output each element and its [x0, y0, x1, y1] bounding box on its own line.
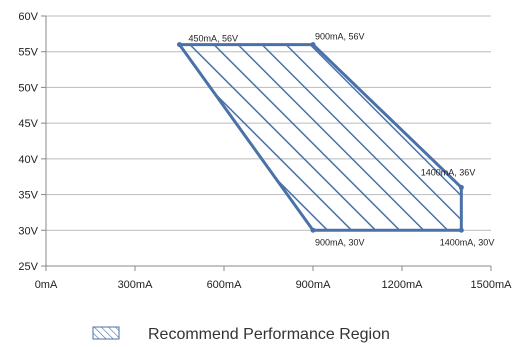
region-vertex [310, 227, 316, 233]
legend-swatch [92, 326, 120, 340]
x-tick-label: 1500mA [471, 279, 513, 291]
legend: Recommend Performance Region [92, 326, 390, 343]
annotation-label: 1400mA, 30V [440, 237, 495, 247]
region-polygon [178, 43, 463, 232]
y-tick-label: 60V [18, 11, 38, 23]
x-tick-label: 600mA [207, 279, 243, 291]
y-tick-label: 45V [18, 118, 38, 130]
annotation-label: 1400mA, 36V [421, 167, 476, 177]
y-tick-label: 25V [18, 261, 38, 273]
y-tick-label: 40V [18, 154, 38, 166]
y-tick-label: 30V [18, 225, 38, 237]
region-vertex [458, 184, 464, 190]
y-tick-label: 55V [18, 47, 38, 59]
annotation-label: 900mA, 30V [315, 237, 365, 247]
annotations: 450mA, 56V 900mA, 56V 1400mA, 36V 900mA, 30… [189, 32, 495, 248]
x-axis-ticks: 0mA 300mA 600mA 900mA 1200mA 1500mA [35, 279, 512, 291]
x-tick-label: 0mA [35, 279, 58, 291]
x-tick-label: 1200mA [382, 279, 424, 291]
y-tick-label: 50V [18, 82, 38, 94]
x-tick-label: 900mA [296, 279, 332, 291]
region-vertex [177, 42, 182, 48]
region-vertex [310, 42, 316, 48]
x-tick-label: 300mA [118, 279, 154, 291]
annotation-label: 900mA, 56V [315, 32, 365, 42]
performance-region [177, 42, 464, 233]
legend-label: Recommend Performance Region [148, 326, 390, 343]
annotation-label: 450mA, 56V [189, 34, 239, 44]
region-vertex [458, 227, 464, 233]
y-axis-ticks: 25V 30V 35V 40V 45V 50V 55V 60V [18, 11, 38, 273]
y-tick-label: 35V [18, 190, 38, 202]
